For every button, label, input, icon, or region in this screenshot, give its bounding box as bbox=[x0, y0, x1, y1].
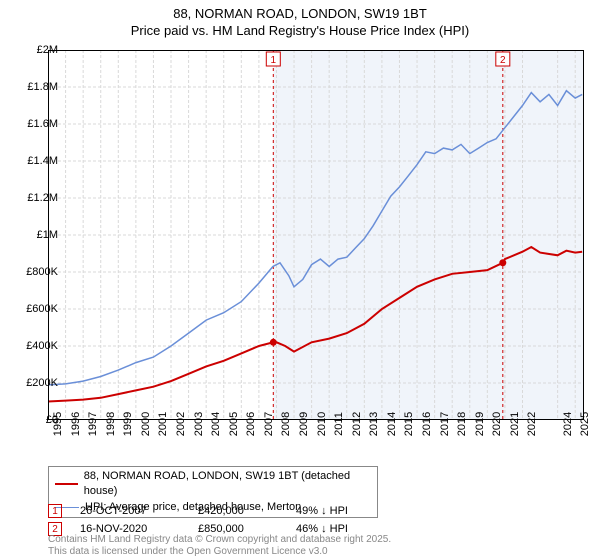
x-tick-label: 2000 bbox=[140, 412, 152, 436]
y-tick-label: £1M bbox=[14, 229, 58, 241]
x-tick-label: 1997 bbox=[87, 412, 99, 436]
x-tick-label: 2008 bbox=[280, 412, 292, 436]
y-tick-label: £2M bbox=[14, 44, 58, 56]
footer-line2: This data is licensed under the Open Gov… bbox=[48, 546, 391, 558]
x-tick-label: 2004 bbox=[210, 412, 222, 436]
chart-container: 88, NORMAN ROAD, LONDON, SW19 1BT Price … bbox=[0, 0, 600, 560]
x-tick-label: 2003 bbox=[193, 412, 205, 436]
x-tick-label: 1998 bbox=[105, 412, 117, 436]
x-tick-label: 1995 bbox=[52, 412, 64, 436]
y-tick-label: £800K bbox=[14, 266, 58, 278]
x-tick-label: 2005 bbox=[228, 412, 240, 436]
x-tick-label: 2020 bbox=[491, 412, 503, 436]
x-tick-label: 2014 bbox=[386, 412, 398, 436]
chart-svg: 12 bbox=[48, 50, 584, 420]
x-tick-label: 2013 bbox=[368, 412, 380, 436]
footer-attribution: Contains HM Land Registry data © Crown c… bbox=[48, 534, 391, 558]
x-tick-label: 2017 bbox=[439, 412, 451, 436]
x-tick-label: 1999 bbox=[122, 412, 134, 436]
title-address: 88, NORMAN ROAD, LONDON, SW19 1BT bbox=[0, 6, 600, 23]
svg-text:2: 2 bbox=[500, 55, 506, 66]
x-tick-label: 2016 bbox=[421, 412, 433, 436]
x-tick-label: 2018 bbox=[456, 412, 468, 436]
title-subtitle: Price paid vs. HM Land Registry's House … bbox=[0, 23, 600, 40]
x-tick-label: 2025 bbox=[579, 412, 591, 436]
chart-title: 88, NORMAN ROAD, LONDON, SW19 1BT Price … bbox=[0, 0, 600, 40]
x-tick-label: 2007 bbox=[263, 412, 275, 436]
x-tick-label: 2012 bbox=[351, 412, 363, 436]
x-tick-label: 2006 bbox=[245, 412, 257, 436]
legend-item: 88, NORMAN ROAD, LONDON, SW19 1BT (detac… bbox=[55, 469, 371, 500]
y-tick-label: £1.4M bbox=[14, 155, 58, 167]
x-tick-label: 2022 bbox=[526, 412, 538, 436]
x-tick-label: 1996 bbox=[70, 412, 82, 436]
x-tick-label: 2024 bbox=[562, 412, 574, 436]
marker-date: 26-OCT-2007 bbox=[80, 505, 180, 517]
legend-label: 88, NORMAN ROAD, LONDON, SW19 1BT (detac… bbox=[84, 469, 371, 500]
footer-line1: Contains HM Land Registry data © Crown c… bbox=[48, 534, 391, 546]
marker-badge: 1 bbox=[48, 504, 62, 518]
y-tick-label: £200K bbox=[14, 377, 58, 389]
x-tick-label: 2001 bbox=[157, 412, 169, 436]
y-tick-label: £1.8M bbox=[14, 81, 58, 93]
x-tick-label: 2009 bbox=[298, 412, 310, 436]
y-tick-label: £600K bbox=[14, 303, 58, 315]
x-tick-label: 2011 bbox=[333, 412, 345, 436]
y-tick-label: £1.2M bbox=[14, 192, 58, 204]
y-tick-label: £400K bbox=[14, 340, 58, 352]
x-tick-label: 2019 bbox=[474, 412, 486, 436]
x-tick-label: 2021 bbox=[509, 412, 521, 436]
plot-area: 12 bbox=[48, 50, 584, 420]
marker-note-row: 1 26-OCT-2007 £420,000 49% ↓ HPI bbox=[48, 504, 348, 518]
legend-swatch bbox=[55, 483, 78, 485]
x-tick-label: 2015 bbox=[403, 412, 415, 436]
x-tick-label: 2010 bbox=[316, 412, 328, 436]
svg-text:1: 1 bbox=[271, 55, 277, 66]
marker-delta: 49% ↓ HPI bbox=[296, 505, 348, 517]
x-tick-label: 2002 bbox=[175, 412, 187, 436]
y-tick-label: £1.6M bbox=[14, 118, 58, 130]
marker-price: £420,000 bbox=[198, 505, 278, 517]
